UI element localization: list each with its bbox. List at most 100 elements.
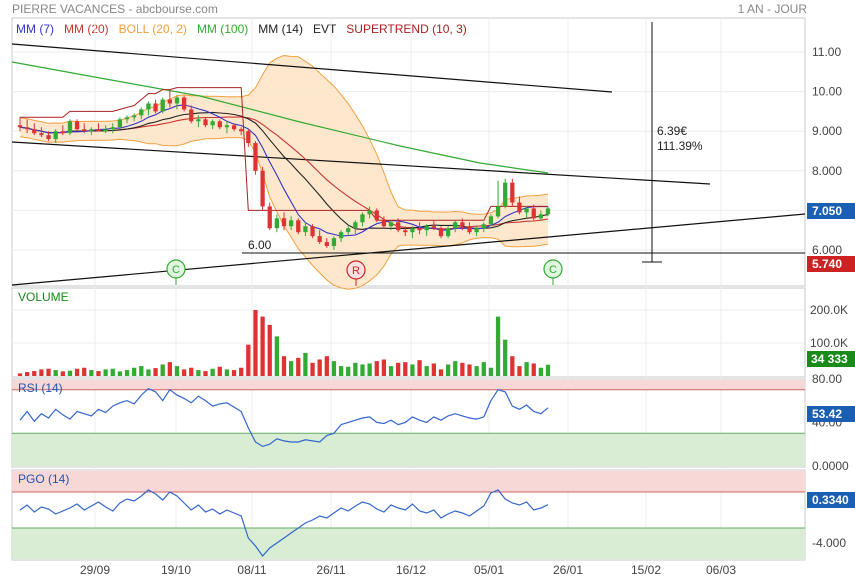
indicator-6[interactable]: SUPERTREND (10, 3) [346, 22, 467, 36]
volume-bar [160, 364, 165, 376]
volume-bar [338, 366, 344, 376]
candle-body [331, 238, 337, 247]
pgo-overbought-zone [12, 471, 805, 492]
volume-bar [139, 366, 144, 376]
volume-bar [360, 364, 365, 376]
candle-body [510, 182, 515, 203]
bollinger-band [20, 55, 548, 290]
candle-body [324, 242, 329, 247]
candle-body [267, 206, 272, 229]
volume-bar [531, 363, 536, 376]
volume-bar [24, 372, 30, 376]
volume-bar [396, 362, 401, 376]
volume-bar [460, 362, 465, 376]
period-selector[interactable]: 1 AN - JOUR [737, 2, 807, 16]
volume-bar [60, 371, 65, 376]
volume-bar [331, 361, 337, 376]
candle-body [296, 220, 301, 233]
rsi-panel-title: RSI (14) [18, 381, 63, 395]
volume-last-badge [807, 351, 855, 367]
candle-body [367, 210, 372, 215]
candle-body [424, 226, 429, 231]
pgo-oversold-zone [12, 528, 805, 559]
volume-bar [374, 361, 379, 376]
x-tick-label: 16/12 [396, 563, 426, 577]
indicator-3[interactable]: MM (100) [196, 22, 249, 36]
volume-bar [388, 366, 394, 376]
candle-body [124, 117, 130, 120]
mm14-line [19, 111, 549, 230]
volume-bar [503, 339, 508, 376]
volume-bar [67, 370, 73, 376]
volume-bar [17, 373, 23, 376]
x-tick-label: 26/11 [316, 563, 345, 577]
candle-body [403, 230, 408, 233]
indicator-5[interactable]: EVT [312, 22, 337, 36]
volume-bar [253, 310, 258, 376]
indicator-4[interactable]: MM (14) [258, 22, 303, 36]
low-price-badge [807, 256, 855, 272]
candle-body [531, 208, 536, 219]
volume-bar [367, 363, 372, 376]
x-tick-label: 19/10 [161, 563, 191, 577]
volume-bar [467, 364, 472, 376]
volume-panel-title: VOLUME [18, 290, 69, 304]
target-price-label: 6.39€ [657, 124, 687, 138]
signal-marker-label: C [549, 264, 557, 276]
volume-bar [181, 369, 187, 376]
candle-body [46, 135, 51, 140]
volume-last-value: 34 333 [811, 352, 848, 366]
candle-body [253, 143, 258, 171]
candle-body [453, 222, 458, 229]
candle-body [103, 129, 108, 132]
x-tick-label: 15/02 [631, 563, 661, 577]
indicator-0[interactable]: MM (7) [16, 22, 54, 36]
volume-bar [167, 362, 172, 376]
volume-bar [39, 369, 44, 376]
bollinger-upper [19, 54, 549, 215]
resistance-trendline [11, 43, 613, 93]
pgo-last-value: 0.3340 [812, 493, 849, 507]
volume-bar [288, 361, 294, 376]
volume-bar [260, 316, 265, 376]
candle-body [524, 208, 529, 213]
volume-bar [495, 316, 501, 376]
candle-body [346, 228, 351, 233]
volume-bar [189, 367, 194, 376]
volume-bar [324, 356, 329, 376]
volume-bar [89, 370, 94, 376]
candle-body [246, 131, 251, 144]
indicator-2[interactable]: BOLL (20, 2) [118, 22, 187, 36]
volume-bar [217, 366, 222, 376]
low-level-label: 6.00 [248, 238, 272, 252]
indicator-1[interactable]: MM (20) [64, 22, 109, 36]
signal-marker-label: C [172, 264, 180, 276]
volume-bar [267, 324, 272, 376]
y-tick-label: 9.000 [812, 124, 842, 138]
volume-bar [474, 366, 479, 376]
y-tick-label: 8.000 [812, 164, 842, 178]
candle-body [32, 129, 37, 134]
candle-body [132, 115, 137, 118]
candle-body [146, 103, 151, 110]
volume-bar [510, 356, 515, 376]
candle-body [460, 222, 465, 227]
candle-body [210, 121, 215, 126]
volume-bar [296, 357, 301, 376]
volume-bar [210, 368, 215, 376]
volume-bar [417, 360, 422, 376]
candle-body [281, 218, 287, 227]
rsi-overbought-zone [12, 380, 805, 390]
y-tick-label: 6.000 [812, 243, 842, 257]
rsi-line [19, 387, 549, 448]
channel-trendline [11, 141, 711, 185]
candle-body [474, 228, 479, 233]
support-trendline [11, 213, 806, 286]
volume-bar [103, 369, 108, 376]
candle-body [317, 236, 322, 243]
volume-bar [310, 362, 315, 376]
signal-marker [166, 259, 186, 279]
volume-bar [453, 361, 458, 376]
volume-bar [538, 367, 544, 376]
pgo-panel-title: PGO (14) [18, 472, 69, 486]
